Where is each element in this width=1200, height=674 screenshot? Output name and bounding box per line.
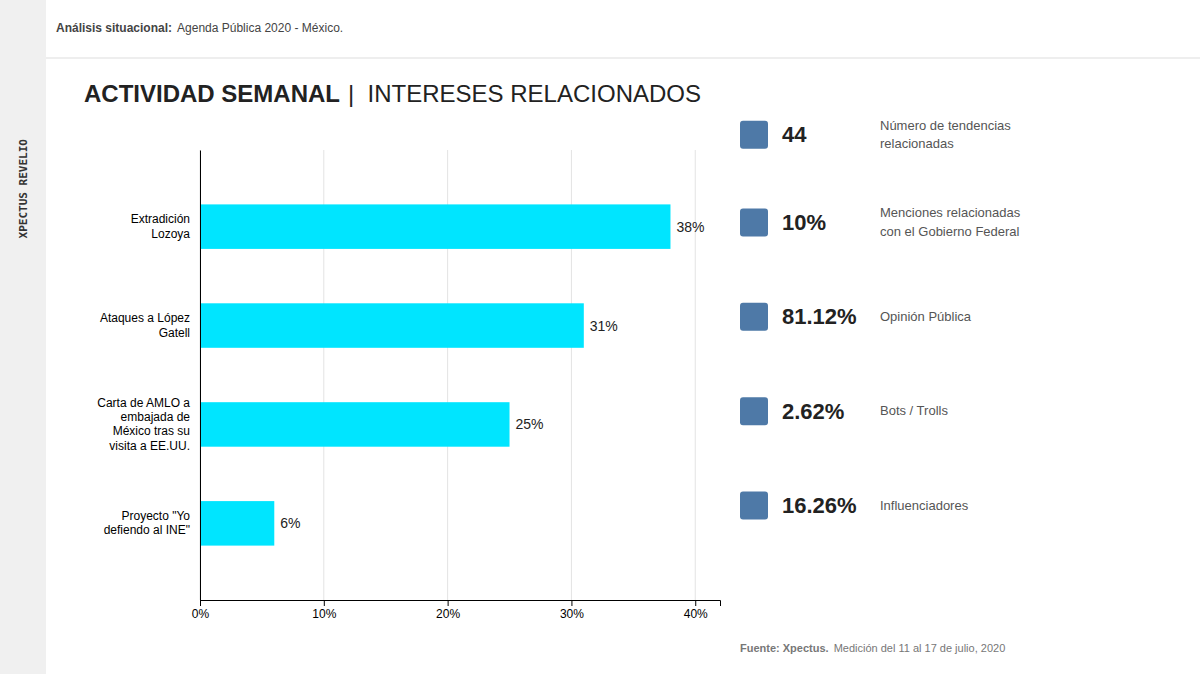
data-label: 31% xyxy=(590,318,618,334)
metric-desc-line: Opinión Pública xyxy=(880,309,972,324)
tick-label-line: Ataques a López xyxy=(100,311,190,325)
tick-label-line: embajada de xyxy=(121,410,191,424)
tick-label-line: México tras su xyxy=(113,424,190,438)
metric-desc: Influenciadores xyxy=(880,498,969,513)
tick-label: 10% xyxy=(312,607,336,621)
tick-label-line: Lozoya xyxy=(151,227,190,241)
metric-value: 44 xyxy=(782,122,807,147)
tick-mark xyxy=(695,600,696,606)
y-tick: ExtradiciónLozoya xyxy=(131,212,191,240)
x-tick: 30% xyxy=(560,600,584,621)
tick-label: 20% xyxy=(436,607,460,621)
x-tick: 20% xyxy=(436,600,460,621)
axis-line xyxy=(201,601,721,607)
bar xyxy=(200,204,670,249)
metric-desc: Opinión Pública xyxy=(880,309,972,324)
tick-label-line: Proyecto "Yo xyxy=(121,509,190,523)
footer-bold: Fuente: Xpectus. xyxy=(740,642,829,654)
tick-label: Proyecto "Yodefiendo al INE" xyxy=(104,509,191,537)
tick-mark xyxy=(448,600,449,606)
metric-desc: Menciones relacionadas con el Gobierno Fe… xyxy=(880,205,1021,238)
tick-mark xyxy=(200,600,201,606)
divider xyxy=(46,58,1200,59)
bar xyxy=(200,501,274,546)
tick-label: 40% xyxy=(684,607,708,621)
sidebar xyxy=(0,0,46,674)
tick-label: 0% xyxy=(192,607,210,621)
y-axis: ExtradiciónLozoya Ataques a LópezGatell Ca… xyxy=(97,151,200,601)
metric-icon xyxy=(740,492,768,520)
tick-label-line: visita a EE.UU. xyxy=(109,439,190,453)
metric-desc-line: Número de tendencias xyxy=(880,118,1011,133)
y-tick: Ataques a LópezGatell xyxy=(100,311,190,339)
metric-value: 2.62% xyxy=(782,399,844,424)
subtitle: | INTERESES RELACIONADOS xyxy=(348,80,701,107)
metric-value: 16.26% xyxy=(782,493,857,518)
metrics: 44 Número de tendencias relacionadas 10% Men… xyxy=(740,118,1021,520)
tick-mark xyxy=(571,600,572,606)
bar xyxy=(200,303,584,348)
grid-line xyxy=(695,150,696,600)
tick-label-line: defiendo al INE" xyxy=(104,523,190,537)
metric-icon xyxy=(740,208,768,236)
metric-desc: Bots / Trolls xyxy=(880,403,948,418)
x-tick: 0% xyxy=(192,600,210,621)
axis-line xyxy=(200,151,201,601)
metric-desc-line: con el Gobierno Federal xyxy=(880,224,1020,239)
metric-value: 10% xyxy=(782,210,826,235)
metric-desc-line: Bots / Trolls xyxy=(880,403,948,418)
metric-desc-line: Menciones relacionadas xyxy=(880,205,1021,220)
data-labels: 38% 31% 25% 6% xyxy=(280,219,704,532)
metric-value: 81.12% xyxy=(782,304,857,329)
data-label: 38% xyxy=(676,219,704,235)
tick-label: Carta de AMLO aembajada deMéxico tras su… xyxy=(97,396,190,453)
metric-icon xyxy=(740,303,768,331)
chart: XPECTUS REVELIO Análisis situacional: Agen… xyxy=(0,0,1200,674)
x-axis: 0% 10% 20% 30% 40% xyxy=(192,600,721,621)
x-tick: 10% xyxy=(312,600,336,621)
grid xyxy=(200,150,695,600)
x-tick: 40% xyxy=(684,600,708,621)
data-label: 25% xyxy=(516,416,544,432)
header-bold: Análisis situacional: xyxy=(56,21,172,35)
data-label: 6% xyxy=(280,515,300,531)
metric-desc: Número de tendencias relacionadas xyxy=(880,118,1011,151)
bars xyxy=(200,204,670,545)
footer-text: Medición del 11 al 17 de julio, 2020 xyxy=(834,642,1006,654)
metric-icon xyxy=(740,121,768,149)
header-text: Agenda Pública 2020 - México. xyxy=(177,21,343,35)
grid-line xyxy=(200,150,201,600)
tick-label-line: Gatell xyxy=(159,326,190,340)
tick-label: Ataques a LópezGatell xyxy=(100,311,190,339)
bar xyxy=(200,402,510,447)
tick-label: 30% xyxy=(560,607,584,621)
y-tick: Carta de AMLO aembajada deMéxico tras su… xyxy=(97,396,190,453)
title: ACTIVIDAD SEMANAL xyxy=(84,80,340,107)
tick-label-line: Extradición xyxy=(131,212,190,226)
metric-desc-line: Influenciadores xyxy=(880,498,969,513)
metric-desc-line: relacionadas xyxy=(880,136,954,151)
tick-label-line: Carta de AMLO a xyxy=(97,396,190,410)
tick-label: ExtradiciónLozoya xyxy=(131,212,191,240)
metric-icon xyxy=(740,397,768,425)
tick-mark xyxy=(324,600,325,606)
y-tick: Proyecto "Yodefiendo al INE" xyxy=(104,509,191,537)
sidebar-text: XPECTUS REVELIO xyxy=(17,139,30,239)
